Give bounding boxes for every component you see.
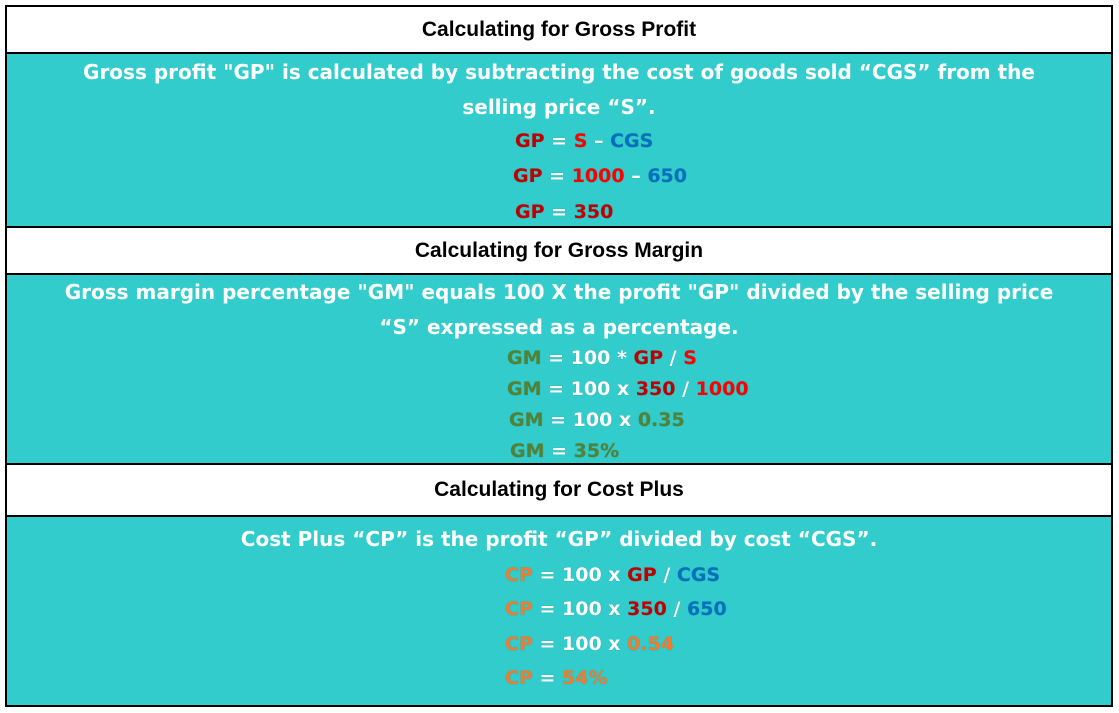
cp-ratio-value: 0.54 <box>627 633 675 655</box>
divide: / <box>666 598 688 620</box>
gm-symbol: GM <box>509 409 544 431</box>
cost-plus-description: Cost Plus “CP” is the profit “GP” divide… <box>240 527 878 551</box>
selling-price-value: 1000 <box>695 378 749 400</box>
gm-symbol: GM <box>507 378 542 400</box>
equals-100-times: = 100 x <box>532 598 628 620</box>
gp-symbol: GP <box>515 201 545 223</box>
equals-100-times: = 100 * <box>541 347 634 369</box>
cp-formula-4: CP = 54% <box>505 666 608 690</box>
cgs-symbol: CGS <box>610 130 654 152</box>
formula-sheet: Calculating for Gross Profit Gross profi… <box>5 5 1113 707</box>
cgs-value: 650 <box>687 598 727 620</box>
gp-formula-2: GP = 1000 – 650 <box>513 164 687 188</box>
gp-symbol: GP <box>513 165 543 187</box>
cp-symbol: CP <box>505 564 533 586</box>
s-symbol: S <box>573 130 588 152</box>
gross-profit-header: Calculating for Gross Profit <box>7 7 1111 54</box>
equals: = <box>544 201 574 223</box>
s-symbol: S <box>683 347 697 369</box>
equals: = <box>542 165 572 187</box>
gp-value: 350 <box>573 201 614 223</box>
equals: = <box>544 130 574 152</box>
gp-symbol: GP <box>627 564 657 586</box>
gm-formula-2: GM = 100 x 350 / 1000 <box>507 377 749 401</box>
divide: / <box>675 378 696 400</box>
gp-formula-3: GP = 350 <box>515 200 613 224</box>
gross-profit-description-line1: Gross profit "GP" is calculated by subtr… <box>83 60 1035 84</box>
cp-formula-3: CP = 100 x 0.54 <box>505 632 674 656</box>
gross-margin-description-line1: Gross margin percentage "GM" equals 100 … <box>64 280 1054 304</box>
gp-value: 350 <box>635 378 676 400</box>
cp-symbol: CP <box>505 667 533 689</box>
cost-plus-header: Calculating for Cost Plus <box>7 463 1111 517</box>
gross-margin-header: Calculating for Gross Margin <box>7 226 1111 275</box>
cp-formula-2: CP = 100 x 350 / 650 <box>505 597 727 621</box>
gp-formula-1: GP = S – CGS <box>515 129 653 153</box>
minus: – <box>624 165 648 187</box>
cp-symbol: CP <box>505 598 533 620</box>
gm-symbol: GM <box>507 347 542 369</box>
gm-formula-1: GM = 100 * GP / S <box>507 346 697 370</box>
cgs-symbol: CGS <box>676 564 721 586</box>
gm-symbol: GM <box>510 440 545 462</box>
gp-value: 350 <box>627 598 667 620</box>
cp-formula-1: CP = 100 x GP / CGS <box>505 563 720 587</box>
minus: – <box>587 130 611 152</box>
divide: / <box>663 347 684 369</box>
equals: = <box>532 667 563 689</box>
selling-price-value: 1000 <box>571 165 625 187</box>
cp-symbol: CP <box>505 633 533 655</box>
gross-profit-description-line2: selling price “S”. <box>462 95 656 119</box>
gm-ratio-value: 0.35 <box>637 409 685 431</box>
gross-margin-description-line2: “S” expressed as a percentage. <box>379 315 739 339</box>
gp-symbol: GP <box>633 347 664 369</box>
cp-percent-value: 54% <box>562 667 608 689</box>
cgs-value: 650 <box>647 165 687 187</box>
gm-formula-3: GM = 100 x 0.35 <box>509 408 685 432</box>
gm-formula-4: GM = 35% <box>510 439 619 463</box>
equals-100-times: = 100 x <box>532 564 628 586</box>
gm-percent-value: 35% <box>573 440 620 462</box>
equals-100-times: = 100 x <box>532 633 628 655</box>
gp-symbol: GP <box>515 130 545 152</box>
equals-100-times: = 100 x <box>543 409 638 431</box>
equals-100-times: = 100 x <box>541 378 636 400</box>
equals: = <box>544 440 574 462</box>
divide: / <box>656 564 677 586</box>
